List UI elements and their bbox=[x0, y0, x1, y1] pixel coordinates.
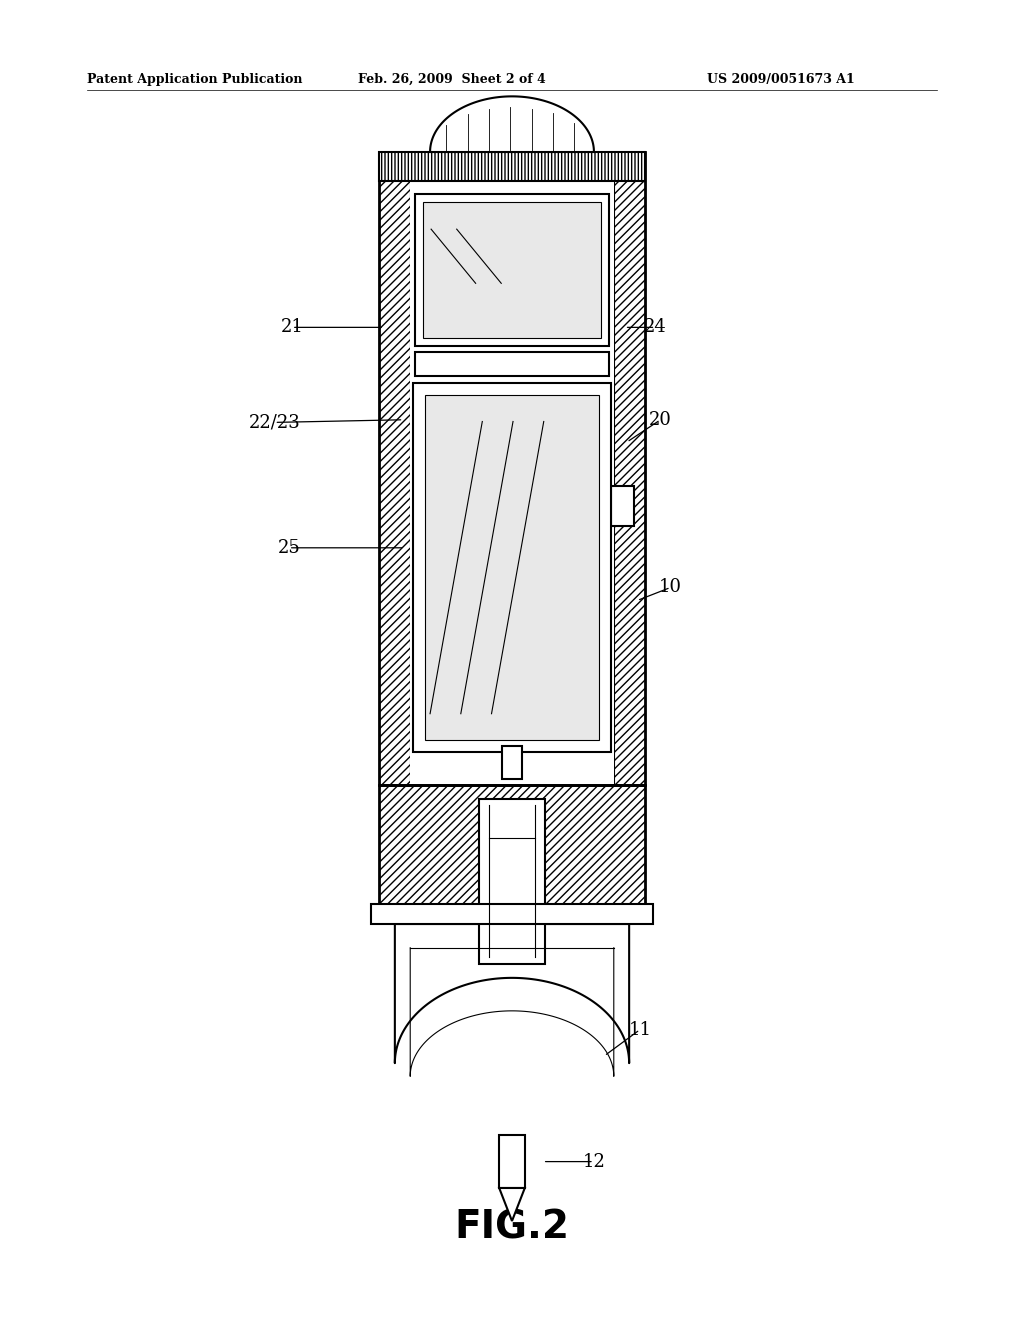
Text: 24: 24 bbox=[644, 318, 667, 337]
Bar bbox=[479, 799, 545, 964]
Bar bbox=[410, 785, 614, 904]
Bar bbox=[379, 152, 645, 785]
Text: 10: 10 bbox=[659, 578, 682, 597]
Bar bbox=[423, 202, 601, 338]
Bar bbox=[614, 785, 645, 904]
Bar bbox=[379, 152, 410, 785]
Bar bbox=[415, 352, 609, 376]
Polygon shape bbox=[395, 924, 629, 1063]
Bar bbox=[614, 152, 645, 785]
Bar bbox=[379, 785, 410, 904]
Text: 21: 21 bbox=[281, 318, 303, 337]
Bar bbox=[500, 1135, 524, 1188]
Bar bbox=[502, 746, 522, 779]
Bar bbox=[415, 194, 609, 346]
Text: Feb. 26, 2009  Sheet 2 of 4: Feb. 26, 2009 Sheet 2 of 4 bbox=[358, 73, 546, 86]
Bar bbox=[611, 486, 634, 525]
Text: 27: 27 bbox=[572, 147, 595, 165]
Text: Patent Application Publication: Patent Application Publication bbox=[87, 73, 302, 86]
Bar bbox=[425, 395, 599, 741]
Bar bbox=[379, 152, 645, 785]
Text: 11: 11 bbox=[629, 1020, 651, 1039]
Polygon shape bbox=[430, 96, 594, 152]
Text: 22/23: 22/23 bbox=[249, 413, 300, 432]
Text: 20: 20 bbox=[649, 411, 672, 429]
Text: 12: 12 bbox=[583, 1152, 605, 1171]
Text: US 2009/0051673 A1: US 2009/0051673 A1 bbox=[707, 73, 854, 86]
Bar bbox=[379, 785, 645, 904]
Bar bbox=[379, 785, 645, 904]
Bar bbox=[413, 383, 611, 752]
Text: FIG.2: FIG.2 bbox=[455, 1209, 569, 1246]
Bar bbox=[410, 152, 614, 785]
Text: 25: 25 bbox=[278, 539, 300, 557]
Bar bbox=[379, 152, 645, 181]
Polygon shape bbox=[500, 1188, 524, 1221]
Bar bbox=[371, 904, 653, 924]
